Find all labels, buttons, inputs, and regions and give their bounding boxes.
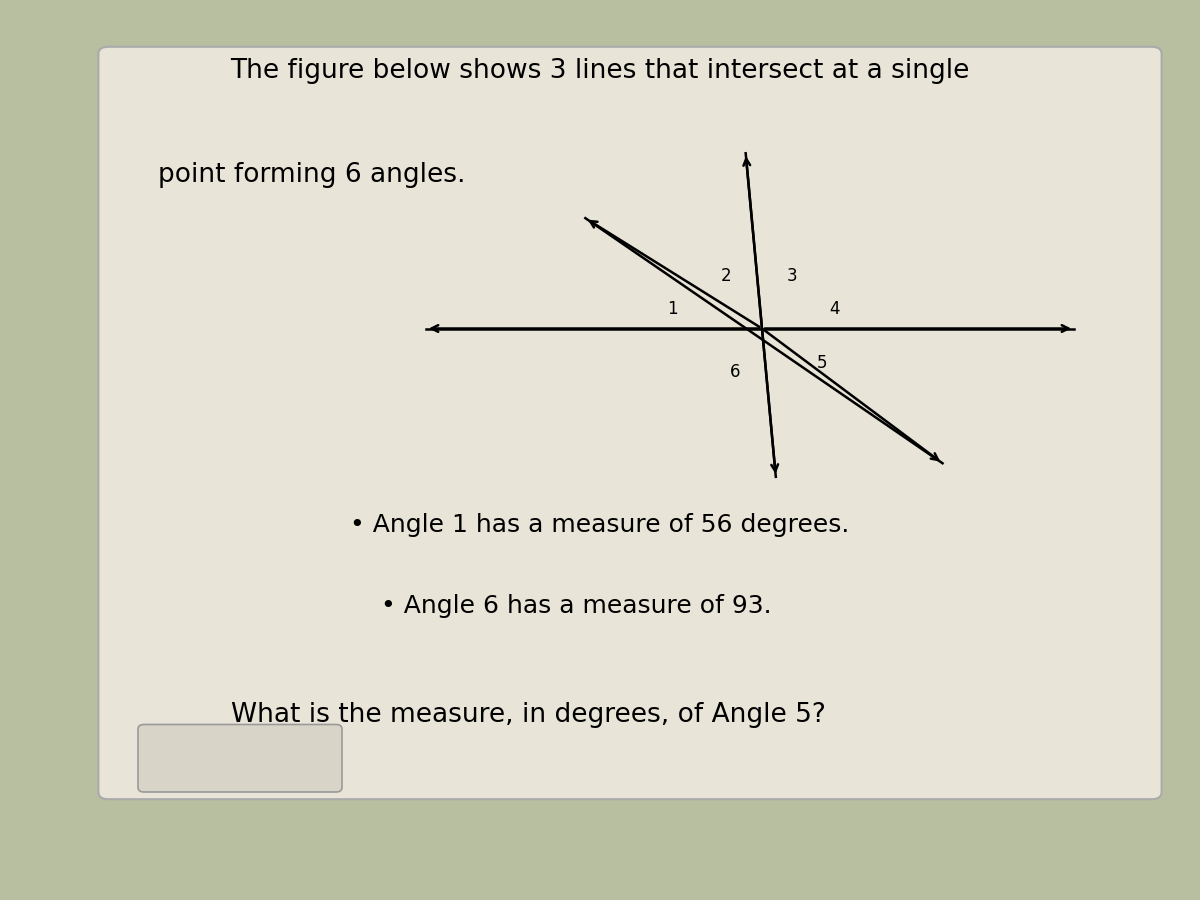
Text: 6: 6 bbox=[731, 363, 740, 381]
Text: 5: 5 bbox=[817, 354, 827, 372]
Text: point forming 6 angles.: point forming 6 angles. bbox=[158, 162, 466, 188]
Text: 4: 4 bbox=[829, 300, 839, 318]
Text: • Angle 6 has a measure of 93.: • Angle 6 has a measure of 93. bbox=[380, 594, 772, 618]
FancyBboxPatch shape bbox=[138, 724, 342, 792]
Text: What is the measure, in degrees, of Angle 5?: What is the measure, in degrees, of Angl… bbox=[230, 702, 826, 728]
Text: • Angle 1 has a measure of 56 degrees.: • Angle 1 has a measure of 56 degrees. bbox=[350, 513, 850, 537]
Text: 2: 2 bbox=[721, 267, 731, 285]
Text: The figure below shows 3 lines that intersect at a single: The figure below shows 3 lines that inte… bbox=[230, 58, 970, 85]
Text: 1: 1 bbox=[667, 300, 677, 318]
Text: 3: 3 bbox=[787, 267, 797, 285]
